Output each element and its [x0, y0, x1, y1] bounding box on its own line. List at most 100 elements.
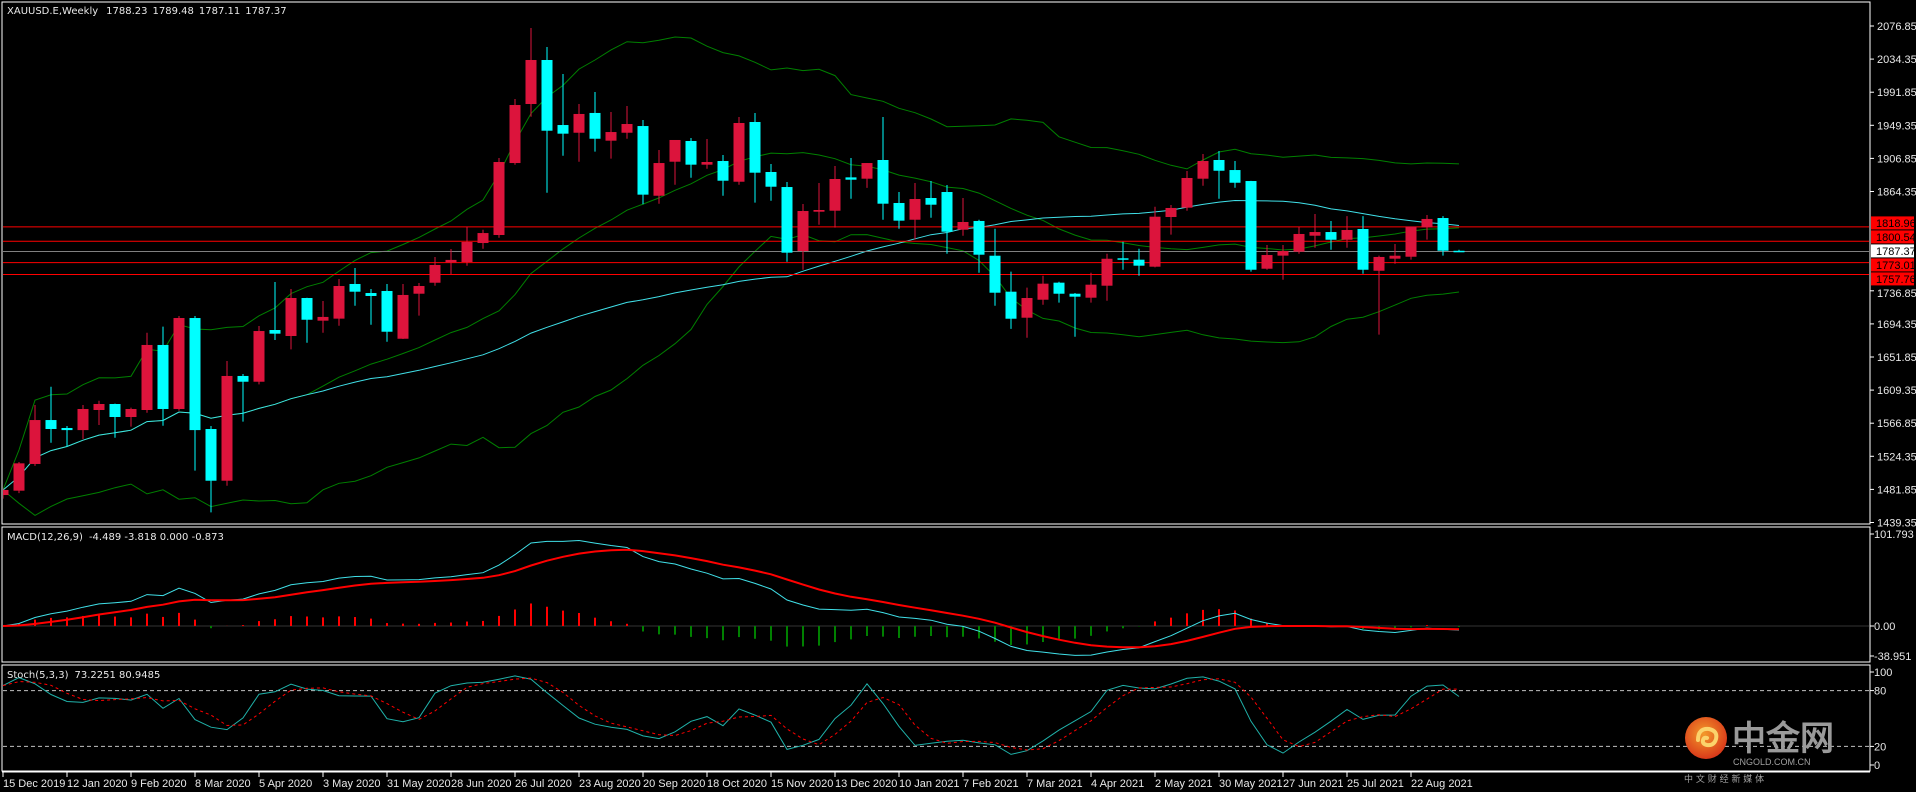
- candle: [77, 405, 89, 439]
- candle: [1277, 245, 1289, 280]
- candle-body: [1149, 216, 1161, 267]
- candle-body: [1453, 250, 1465, 253]
- level-price-label: 1757.76: [1876, 274, 1916, 286]
- price-tick-label: 1736.85: [1877, 288, 1916, 300]
- time-tick-label: 31 May 2020: [387, 778, 451, 790]
- time-tick-label: 23 Aug 2020: [579, 778, 641, 790]
- candle: [765, 164, 777, 201]
- candle: [669, 139, 681, 185]
- candle-body: [797, 211, 809, 252]
- candle: [541, 46, 553, 193]
- candle: [301, 297, 313, 343]
- macd-tick-label: 0.00: [1874, 621, 1895, 633]
- candle-body: [61, 427, 73, 431]
- candle: [237, 374, 249, 422]
- stoch-values: 73.2251 80.9485: [74, 670, 160, 681]
- candle-body: [1069, 293, 1081, 297]
- candle-body: [717, 161, 729, 181]
- candle: [269, 282, 281, 340]
- candle: [1229, 161, 1241, 188]
- candle: [1357, 216, 1369, 274]
- candle: [381, 283, 393, 342]
- time-tick-label: 25 Jul 2021: [1347, 778, 1404, 790]
- candle: [1085, 272, 1097, 303]
- candle: [285, 288, 297, 350]
- candle-body: [477, 233, 489, 244]
- current-price-badge: [1871, 244, 1914, 258]
- candle: [637, 120, 649, 205]
- candle: [861, 162, 873, 188]
- price-tick-label: 1524.35: [1877, 451, 1916, 463]
- candle-body: [1133, 259, 1145, 266]
- candle-body: [1005, 291, 1017, 319]
- candle: [365, 288, 377, 325]
- price-tick-label: 1906.85: [1877, 153, 1916, 165]
- candle: [205, 426, 217, 513]
- candle-body: [989, 255, 1001, 293]
- main-panel-border: [1, 1, 1871, 525]
- candle: [125, 407, 137, 427]
- candle-body: [509, 105, 521, 164]
- candle-body: [1389, 255, 1401, 259]
- candle-body: [749, 121, 761, 173]
- candle-body: [653, 163, 665, 196]
- candle: [1437, 216, 1449, 256]
- time-tick-label: 26 Jul 2020: [515, 778, 572, 790]
- macd-panel: [3, 539, 1869, 656]
- candle: [1325, 220, 1337, 250]
- candle-body: [13, 463, 25, 491]
- candle: [1261, 245, 1273, 270]
- candle-body: [413, 286, 425, 294]
- candle-body: [861, 163, 873, 179]
- current-price-label: 1787.37: [1876, 246, 1916, 258]
- candle: [797, 204, 809, 270]
- stoch-tick-label: 20: [1874, 741, 1886, 753]
- macd-main-line: [3, 539, 1460, 656]
- candle: [653, 150, 665, 204]
- candle: [925, 181, 937, 218]
- candle-body: [1021, 298, 1033, 318]
- price-tick-label: 1439.35: [1877, 518, 1916, 530]
- candle-body: [141, 344, 153, 410]
- candle-body: [589, 112, 601, 139]
- candle: [1069, 293, 1081, 337]
- candle: [413, 282, 425, 316]
- candle: [13, 462, 25, 494]
- candle-body: [333, 286, 345, 319]
- candle: [221, 361, 233, 486]
- candle: [493, 158, 505, 238]
- macd-panel-border: [1, 526, 1871, 663]
- candle-body: [3, 489, 9, 496]
- candle: [1245, 180, 1257, 272]
- candle-body: [877, 159, 889, 204]
- candle-body: [637, 126, 649, 195]
- stoch-tick-label: 0: [1874, 760, 1880, 772]
- candle-body: [1101, 258, 1113, 286]
- candle: [685, 138, 697, 178]
- logo-tagline: 中 文 财 经 新 媒 体: [1684, 773, 1764, 785]
- price-tick-label: 1694.35: [1877, 319, 1916, 331]
- candle-body: [29, 420, 41, 464]
- candle: [717, 155, 729, 196]
- candle-body: [1085, 284, 1097, 298]
- candle-body: [173, 318, 185, 409]
- logo-name: 中金网: [1732, 719, 1834, 759]
- candle: [829, 165, 841, 228]
- candle: [605, 112, 617, 159]
- candle-body: [605, 132, 617, 141]
- time-tick-label: 15 Dec 2019: [3, 778, 65, 790]
- candle-body: [381, 290, 393, 332]
- candle: [813, 183, 825, 225]
- candle-body: [1325, 232, 1337, 240]
- candle-body: [77, 408, 89, 431]
- price-tick-label: 1566.85: [1877, 418, 1916, 430]
- time-tick-label: 9 Feb 2020: [131, 778, 187, 790]
- candle: [1373, 255, 1385, 335]
- candle: [445, 249, 457, 275]
- candle-body: [621, 124, 633, 133]
- candle: [749, 112, 761, 203]
- candle-body: [109, 404, 121, 418]
- candle-body: [557, 125, 569, 134]
- candle-body: [893, 202, 905, 221]
